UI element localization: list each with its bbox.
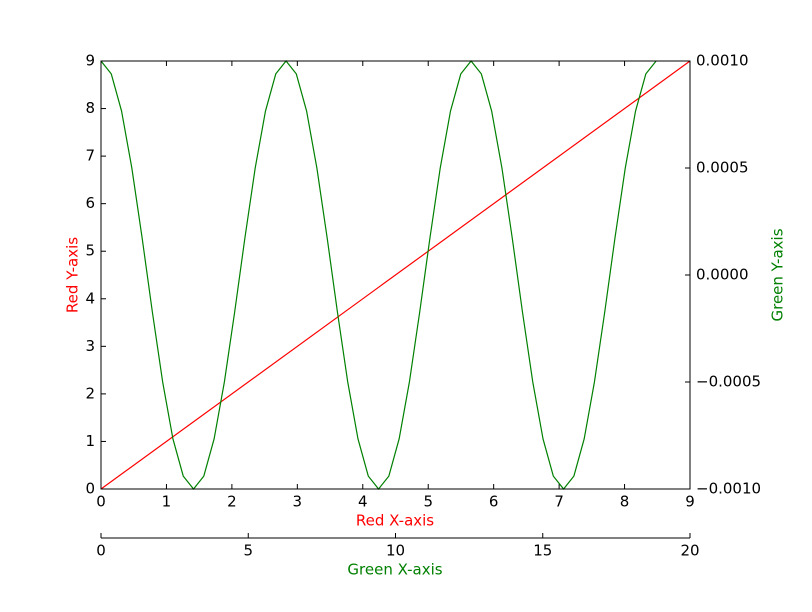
x-tick-label: 5 [423,493,433,511]
x2-axis-label: Green X-axis [347,561,442,579]
y-tick-label: 1 [85,432,95,450]
x-tick-label: 4 [358,493,368,511]
x-axis-label: Red X-axis [356,512,434,530]
x2-tick-label: 0 [96,542,106,560]
y-tick-label: 5 [85,242,95,260]
y2-axis-label: Green Y-axis [769,228,787,321]
y-tick-label: 0 [85,480,95,498]
y2-tick-label: 0.0005 [696,159,749,177]
y-tick-label: 2 [85,384,95,402]
x-tick-label: 7 [554,493,564,511]
x2-tick-label: 15 [533,542,552,560]
x-tick-label: 6 [489,493,499,511]
x-tick-label: 8 [620,493,630,511]
line-series [100,60,691,490]
x-tick-label: 0 [96,493,106,511]
y-tick-label: 3 [85,337,95,355]
y-tick-label: 7 [85,147,95,165]
y-tick-label: 4 [85,289,95,307]
x-tick-label: 1 [162,493,172,511]
y2-tick-label: 0.0000 [696,266,749,284]
y-axis-label: Red Y-axis [64,237,82,313]
x-tick-label: 9 [685,493,695,511]
x-tick-label: 2 [227,493,237,511]
y2-tick-label: −0.0005 [696,373,761,391]
x2-tick-label: 5 [243,542,253,560]
y-tick-label: 9 [85,52,95,70]
x2-tick-label: 10 [386,542,405,560]
plot-frame [100,60,691,490]
x2-tick-label: 20 [680,542,699,560]
y-tick-label: 8 [85,99,95,117]
y2-tick-label: 0.0010 [696,52,749,70]
x-tick-label: 3 [293,493,303,511]
y2-tick-label: −0.0010 [696,480,761,498]
y-tick-label: 6 [85,194,95,212]
